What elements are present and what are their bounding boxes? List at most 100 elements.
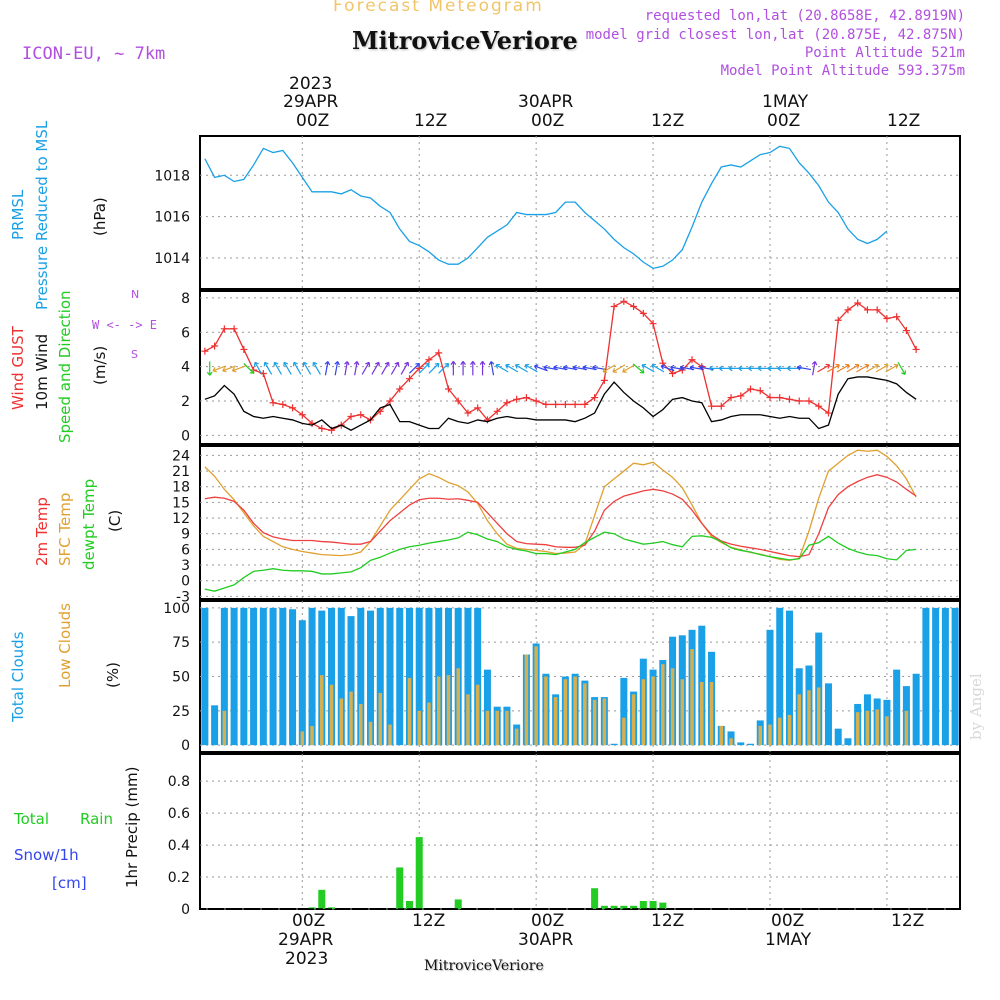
- compass-s: S: [131, 348, 138, 361]
- gust-marker: [717, 402, 725, 410]
- total-cloud-bar: [220, 607, 228, 746]
- wind-arrow: [641, 364, 655, 373]
- low-cloud-bar: [329, 684, 334, 746]
- wind-arrow: [651, 364, 665, 373]
- gust-marker: [396, 385, 404, 393]
- wind-arrow: [865, 364, 879, 373]
- total-cloud-bar: [620, 677, 628, 746]
- wind-arrow: [812, 361, 816, 376]
- total-cloud-bar: [357, 607, 365, 746]
- bottom-tick-1: 00Z: [292, 911, 326, 931]
- total-cloud-bar: [240, 607, 248, 746]
- gust-marker: [893, 313, 901, 321]
- rain-bar: [396, 867, 404, 909]
- wind-arrow-head: [434, 362, 440, 368]
- wind-arrow-head: [592, 364, 597, 371]
- wind-arrow: [243, 362, 255, 374]
- precip-total-label: Total: [14, 810, 50, 828]
- gust-marker: [220, 325, 228, 333]
- closest-coords: model grid closest lon,lat (20.875E, 42.…: [585, 27, 965, 43]
- temp-tick-label: 12: [172, 511, 190, 527]
- low-cloud-bar: [427, 702, 431, 746]
- low-cloud-bar: [573, 676, 577, 746]
- wind-arrow-head: [374, 361, 380, 367]
- rain-bar: [415, 837, 423, 909]
- wind-arrow-head: [602, 367, 608, 373]
- low-cloud-bar: [661, 664, 665, 746]
- gust-marker: [776, 394, 784, 402]
- low-cloud-bar: [505, 710, 509, 746]
- rain-bar: [639, 901, 647, 909]
- low-cloud-bar: [544, 676, 548, 746]
- total-cloud-bar: [747, 743, 755, 746]
- total-cloud-bar: [328, 607, 336, 746]
- wind-arrow-head: [533, 364, 539, 370]
- temp-tick-label: 24: [172, 448, 190, 464]
- wind-arrow: [390, 361, 399, 375]
- wind-arrow-head: [524, 363, 530, 369]
- gust-marker: [503, 399, 511, 407]
- total-cloud-bar: [289, 609, 297, 746]
- wind-line: [204, 376, 917, 431]
- gust-marker: [571, 400, 579, 408]
- gust-marker: [688, 356, 696, 364]
- low-cloud-bar: [583, 683, 587, 746]
- dewpt-line: [204, 531, 917, 592]
- sfc-temp-line: [204, 449, 917, 562]
- wind-arrow-head: [811, 361, 818, 366]
- wind-arrow-head: [622, 367, 627, 373]
- gust-marker: [269, 399, 277, 407]
- gust-marker: [727, 394, 735, 402]
- wind-arrow-head: [901, 370, 907, 375]
- wind-tick-label: 4: [181, 360, 190, 376]
- wind-arrow-head: [767, 365, 772, 372]
- low-cloud-bar: [310, 725, 314, 746]
- wind-arrow-head: [384, 361, 390, 367]
- gust-marker: [201, 347, 209, 355]
- wind-arrow-head: [699, 364, 704, 371]
- top-date-3: 1MAY: [762, 92, 809, 112]
- wind-arrow-head: [312, 361, 318, 367]
- precip-tick-label: 0.8: [168, 774, 190, 790]
- top-date-2: 30APR: [518, 92, 574, 112]
- gust-marker: [444, 385, 452, 393]
- gust-marker: [902, 327, 910, 335]
- rain-bar: [318, 889, 326, 909]
- precip-snow-label: Snow/1h: [14, 846, 79, 864]
- total-cloud-bar: [386, 607, 394, 746]
- wind-arrow: [371, 361, 380, 375]
- wind-arrow: [212, 365, 227, 372]
- wind-arrow: [354, 361, 358, 376]
- low-cloud-bar: [641, 679, 646, 746]
- wind-arrow: [408, 362, 420, 374]
- pressure-tick-label: 1014: [154, 251, 190, 267]
- gust-marker: [610, 302, 618, 310]
- wind-arrow: [885, 364, 899, 373]
- rain-bar: [630, 905, 638, 909]
- gust-line: [204, 300, 917, 431]
- wind-arrow: [602, 364, 616, 373]
- low-cloud-bar: [417, 710, 421, 746]
- low-cloud-bar: [787, 714, 792, 746]
- low-cloud-bar: [777, 717, 782, 746]
- wind-arrow-head: [864, 363, 870, 369]
- wind-arrow-head: [302, 361, 308, 367]
- wind-arrow-head: [206, 371, 213, 376]
- gust-marker: [756, 387, 764, 395]
- wind-arrow: [632, 363, 645, 374]
- wind-arrow-head: [231, 367, 237, 373]
- gust-marker: [581, 400, 589, 408]
- gust-marker: [639, 309, 647, 317]
- total-cloud-bar: [483, 669, 491, 746]
- wind-arrow: [515, 364, 528, 373]
- wind-arrow-head: [641, 363, 647, 369]
- gust-marker: [795, 397, 803, 405]
- rain-bar: [328, 907, 336, 909]
- bottom-tick-2: 12Z: [412, 911, 446, 931]
- low-cloud-bar: [534, 646, 538, 746]
- wind-arrow: [418, 362, 430, 374]
- gust-marker: [211, 342, 219, 350]
- low-cloud-bar: [816, 687, 821, 746]
- wind-arrow: [222, 365, 237, 372]
- gust-marker: [854, 299, 862, 307]
